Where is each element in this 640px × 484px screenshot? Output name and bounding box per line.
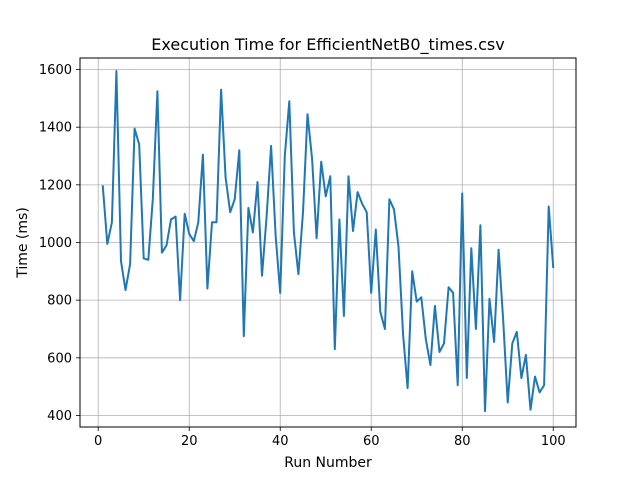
x-tick-label: 100 [541, 434, 566, 449]
y-tick-label: 1400 [39, 121, 72, 136]
axis-ticks: 0 20 40 60 80 100 400 600 800 1000 1200 1400 1600 [39, 63, 566, 449]
series-group [101, 70, 555, 413]
x-tick-label: 80 [454, 434, 471, 449]
y-tick-label: 1600 [39, 63, 72, 78]
y-tick-label: 600 [47, 351, 72, 366]
y-tick-label: 400 [47, 409, 72, 424]
grid-lines [80, 58, 576, 427]
y-tick-label: 1000 [39, 236, 72, 251]
series-line [101, 70, 555, 413]
x-tick-label: 60 [363, 434, 380, 449]
plot-frame [79, 57, 577, 428]
x-tick-label: 20 [181, 434, 198, 449]
y-tick-label: 1200 [39, 178, 72, 193]
chart-title: Execution Time for EfficientNetB0_times.… [151, 35, 504, 55]
x-tick-label: 0 [94, 434, 102, 449]
x-tick-label: 40 [272, 434, 289, 449]
y-tick-label: 800 [47, 294, 72, 309]
y-axis-label: Time (ms) [15, 207, 31, 279]
x-axis-label: Run Number [284, 455, 372, 471]
